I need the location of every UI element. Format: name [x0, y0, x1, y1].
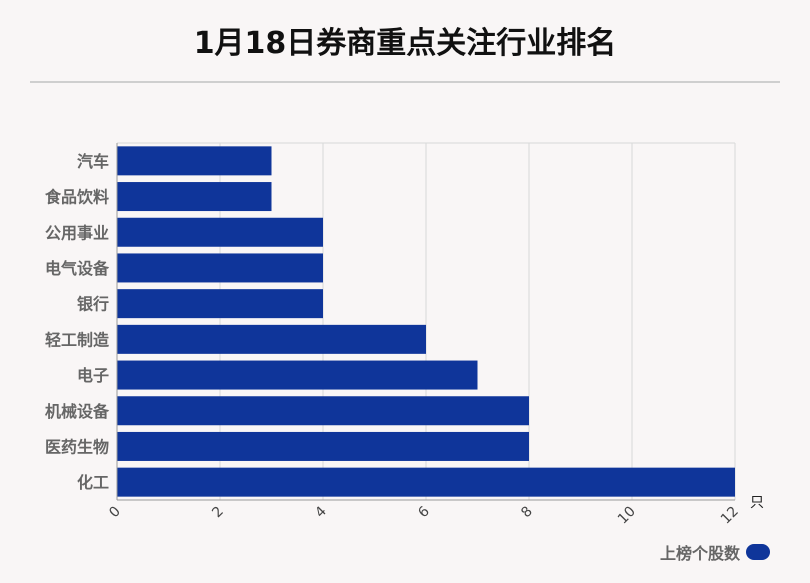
bar[interactable]	[117, 182, 272, 212]
bar[interactable]	[117, 217, 323, 247]
x-tick-label: 10	[615, 504, 639, 528]
bar[interactable]	[117, 396, 529, 426]
x-tick-label: 2	[209, 504, 227, 522]
title-divider	[30, 81, 780, 83]
bar[interactable]	[117, 289, 323, 319]
x-tick-label: 6	[415, 503, 433, 521]
legend-swatch	[746, 544, 770, 560]
bar[interactable]	[117, 324, 426, 354]
bar[interactable]	[117, 467, 735, 497]
legend-label: 上榜个股数	[659, 544, 740, 563]
bar[interactable]	[117, 431, 529, 461]
y-category-label: 轻工制造	[45, 330, 110, 349]
y-category-label: 公用事业	[45, 223, 109, 242]
legend[interactable]: 上榜个股数	[660, 540, 770, 564]
x-axis-tick-labels: 0 2 4 6 8 10 12	[106, 503, 742, 527]
y-category-label: 银行	[77, 295, 109, 314]
x-tick-label: 12	[718, 504, 742, 528]
y-category-label: 电气设备	[45, 259, 110, 278]
y-category-label: 汽车	[77, 152, 109, 171]
chart-title: 1月18日券商重点关注行业排名	[193, 26, 617, 61]
x-tick-label: 0	[106, 504, 124, 522]
y-category-label: 电子	[77, 366, 109, 385]
bar[interactable]	[117, 146, 272, 176]
y-category-label: 机械设备	[45, 402, 110, 421]
y-category-label: 医药生物	[45, 437, 109, 456]
bars	[117, 146, 735, 497]
x-tick-label: 8	[518, 504, 536, 522]
y-category-label: 食品饮料	[44, 188, 109, 207]
bar[interactable]	[117, 253, 323, 283]
y-category-label: 化工	[77, 473, 109, 492]
x-tick-label: 4	[312, 503, 330, 521]
x-axis-unit: 只	[750, 495, 764, 511]
bar[interactable]	[117, 360, 478, 390]
